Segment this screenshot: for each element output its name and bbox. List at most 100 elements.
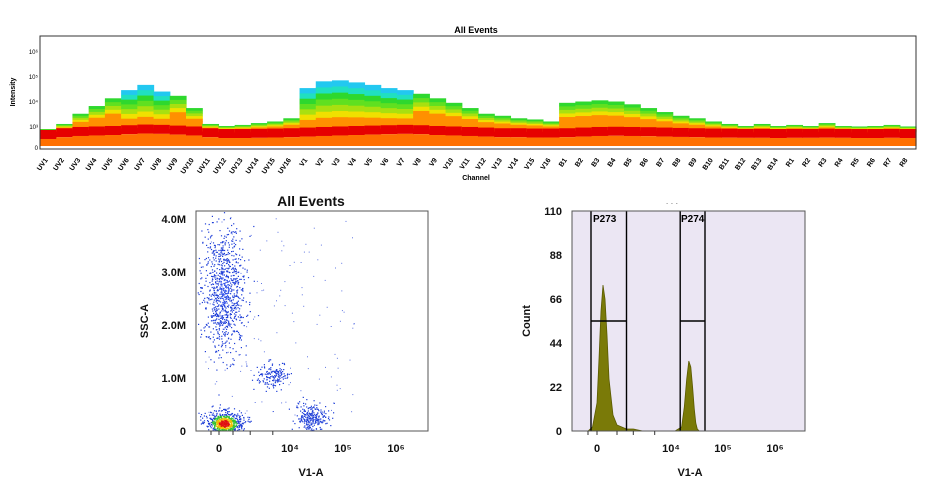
scatter-point (227, 408, 229, 410)
heatmap-cell (802, 126, 820, 128)
scatter-point (266, 373, 268, 375)
hist-ytick-label: 22 (550, 382, 562, 394)
scatter-point (312, 422, 314, 424)
scatter-point (307, 424, 309, 426)
scatter-point (305, 403, 307, 405)
scatter-point (207, 422, 210, 424)
scatter-point (234, 231, 236, 233)
scatter-point (294, 423, 296, 425)
scatter-point (203, 420, 206, 422)
scatter-point (266, 370, 268, 373)
scatter-point (227, 426, 229, 428)
scatter-point (220, 282, 222, 284)
scatter-point (209, 414, 211, 416)
heatmap-column (575, 101, 593, 146)
scatter-point (225, 346, 227, 348)
scatter-point (216, 417, 218, 420)
scatter-point (312, 407, 314, 409)
scatter-plot-frame (195, 210, 429, 432)
scatter-point (249, 416, 251, 419)
scatter-point (228, 427, 230, 430)
heatmap-cell (705, 125, 722, 127)
heatmap-cell (721, 126, 739, 129)
top-y-ticks: 10⁶ 10⁵ 10⁴ 10³ 0 (29, 49, 39, 152)
scatter-point (235, 302, 237, 305)
heatmap-cell (429, 113, 447, 118)
scatter-point (224, 254, 226, 256)
heatmap-cell (169, 99, 187, 105)
heatmap-cell (299, 119, 317, 126)
scatter-point (314, 420, 317, 423)
scatter-point (253, 338, 255, 340)
scatter-point (234, 426, 237, 428)
heatmap-cell (721, 123, 739, 126)
scatter-point (245, 345, 247, 347)
scatter-point (224, 426, 227, 428)
heatmap-column (786, 124, 804, 146)
heatmap-cell (770, 126, 787, 128)
heatmap-channel-label: B1 (558, 157, 569, 168)
scatter-point (326, 306, 328, 308)
scatter-point (234, 424, 236, 426)
scatter-point (220, 418, 222, 420)
scatter-point (314, 408, 316, 410)
gate-p274[interactable] (679, 211, 706, 431)
heatmap-cell (88, 114, 106, 119)
scatter-point (232, 259, 234, 261)
heatmap-cell (575, 105, 593, 110)
heatmap-cell (299, 104, 317, 110)
scatter-point (214, 320, 216, 322)
scatter-point (237, 300, 239, 302)
scatter-point (220, 242, 222, 244)
scatter-point (222, 414, 224, 416)
scatter-point (224, 416, 226, 418)
heatmap-cell (737, 126, 755, 128)
scatter-point (258, 338, 260, 340)
heatmap-cell (688, 119, 706, 122)
heatmap-channel-label: UV5 (101, 157, 115, 172)
scatter-point (299, 421, 301, 423)
heatmap-column (169, 95, 187, 146)
scatter-point (230, 317, 232, 319)
scatter-point (242, 287, 244, 290)
heatmap-cell (88, 123, 106, 127)
heatmap-cell (899, 129, 917, 139)
scatter-point (222, 247, 224, 249)
scatter-point (224, 242, 227, 244)
scatter-point (210, 235, 212, 237)
scatter-point (217, 295, 219, 297)
scatter-point (267, 373, 269, 375)
heatmap-cell (104, 109, 122, 115)
heatmap-cell (575, 127, 593, 137)
scatter-point (228, 416, 230, 418)
heatmap-cell (72, 126, 90, 136)
gate-p273[interactable] (590, 211, 628, 431)
scatter-point (318, 378, 320, 380)
heatmap-cell (169, 104, 187, 109)
scatter-point (221, 278, 223, 280)
scatter-point (310, 408, 312, 411)
scatter-point (209, 259, 211, 261)
heatmap-cell (186, 110, 203, 114)
scatter-point (308, 428, 310, 430)
heatmap-cell (818, 126, 836, 128)
scatter-point (226, 415, 228, 417)
scatter-point (233, 274, 235, 277)
scatter-point (224, 279, 226, 281)
scatter-point (221, 221, 223, 223)
scatter-point (209, 289, 211, 291)
scatter-point (259, 249, 261, 251)
scatter-point (219, 414, 221, 416)
scatter-ytick-label: 1.0M (162, 373, 186, 385)
heatmap-cell (899, 126, 917, 128)
scatter-point (304, 415, 306, 417)
scatter-point (231, 231, 233, 233)
heatmap-cell (478, 136, 495, 146)
scatter-point (225, 321, 227, 324)
scatter-point (228, 416, 230, 418)
scatter-point (230, 287, 232, 289)
scatter-point (321, 428, 323, 430)
scatter-point (268, 359, 270, 361)
scatter-point (220, 258, 222, 260)
scatter-point (307, 426, 309, 428)
